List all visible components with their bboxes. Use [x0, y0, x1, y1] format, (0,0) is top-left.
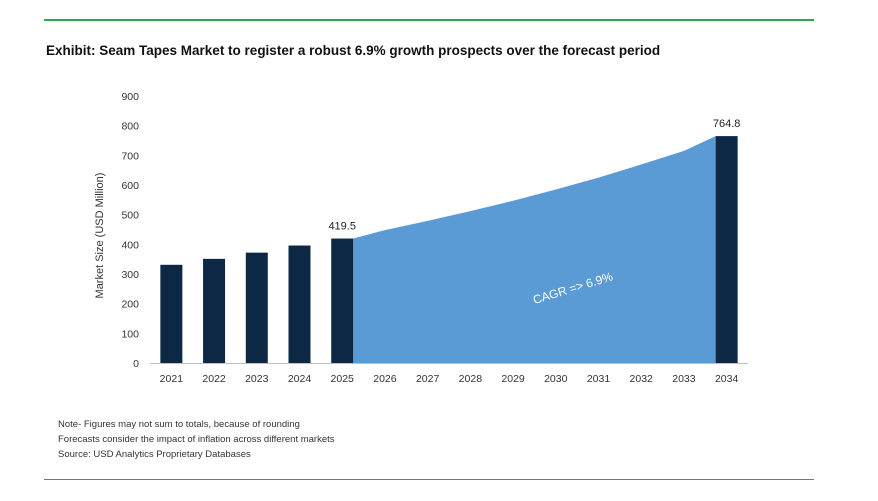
note-rounding: Note- Figures may not sum to totals, bec… — [58, 419, 300, 430]
forecast-area — [353, 136, 716, 363]
x-tick-label: 2033 — [672, 373, 696, 385]
data-label-2034: 764.8 — [713, 118, 741, 130]
y-tick-label: 400 — [121, 239, 139, 251]
bottom-rule — [44, 479, 814, 480]
x-tick-label: 2028 — [459, 373, 483, 385]
y-tick-label: 100 — [121, 328, 139, 340]
bar-2024 — [288, 245, 311, 363]
x-tick-label: 2021 — [160, 373, 184, 385]
note-source: Source: USD Analytics Proprietary Databa… — [58, 449, 251, 460]
exhibit-title: Exhibit: Seam Tapes Market to register a… — [46, 43, 661, 58]
y-tick-label: 0 — [133, 358, 139, 370]
y-axis-label: Market Size (USD Million) — [94, 173, 106, 299]
x-tick-label: 2023 — [245, 373, 269, 385]
footnotes: Note- Figures may not sum to totals, bec… — [58, 417, 335, 462]
bar-2021 — [160, 264, 183, 363]
x-tick-label: 2022 — [202, 373, 226, 385]
y-tick-label: 800 — [121, 121, 139, 133]
y-tick-label: 500 — [121, 210, 139, 222]
bar-2025 — [331, 238, 354, 363]
y-tick-label: 900 — [121, 91, 139, 103]
x-tick-label: 2034 — [715, 373, 739, 385]
y-tick-label: 700 — [121, 150, 139, 162]
top-rule — [44, 19, 814, 21]
x-tick-label: 2032 — [630, 373, 654, 385]
y-tick-label: 200 — [121, 299, 139, 311]
bar-2022 — [203, 258, 226, 363]
x-tick-label: 2030 — [544, 373, 568, 385]
x-tick-label: 2029 — [501, 373, 525, 385]
bar-2034 — [715, 136, 738, 363]
y-tick-label: 300 — [121, 269, 139, 281]
x-tick-label: 2025 — [331, 373, 355, 385]
x-tick-label: 2031 — [587, 373, 611, 385]
x-tick-label: 2027 — [416, 373, 440, 385]
y-tick-label: 600 — [121, 180, 139, 192]
note-inflation: Forecasts consider the impact of inflati… — [58, 434, 335, 445]
bar-2023 — [245, 252, 268, 363]
x-tick-label: 2026 — [373, 373, 397, 385]
data-label-2025: 419.5 — [328, 221, 356, 233]
x-tick-label: 2024 — [288, 373, 312, 385]
